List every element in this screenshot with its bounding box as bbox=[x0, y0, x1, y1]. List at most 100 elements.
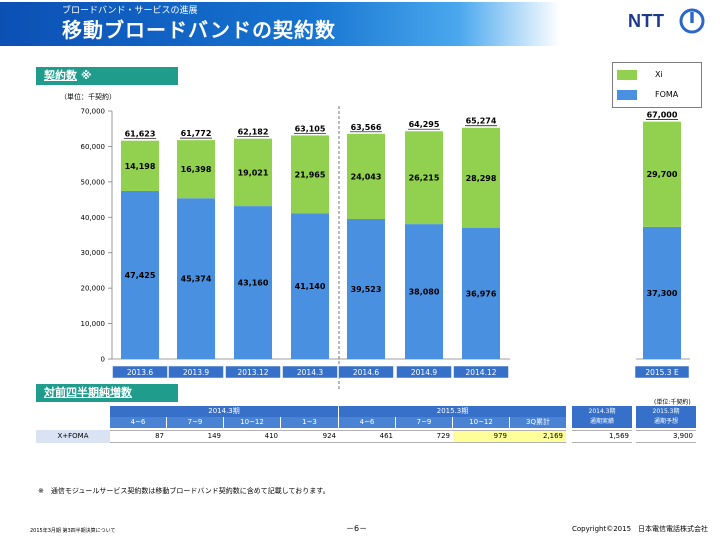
page-title: 移動ブロードバンドの契約数 bbox=[62, 18, 336, 42]
section-label-mark: ※ bbox=[80, 69, 92, 82]
table-cell: 87 bbox=[110, 430, 167, 443]
bar-xi bbox=[234, 138, 272, 207]
bar-foma bbox=[462, 227, 500, 359]
category-box bbox=[453, 365, 509, 379]
bar-xi bbox=[291, 135, 329, 214]
data-label-foma: 39,523 bbox=[351, 285, 382, 294]
data-label-xi: 24,043 bbox=[351, 172, 382, 181]
legend-swatch-foma bbox=[617, 90, 637, 100]
y-tick-label: 40,000 bbox=[81, 214, 106, 222]
data-label-foma: 45,374 bbox=[181, 275, 212, 284]
total-label: 64,295 bbox=[409, 120, 440, 129]
copyright: Copyright©2015 日本電信電話株式会社 bbox=[572, 525, 709, 533]
y-tick-label: 30,000 bbox=[81, 249, 106, 257]
table-quarter-header: 10~12 bbox=[224, 417, 280, 428]
data-label-xi: 21,965 bbox=[295, 170, 326, 179]
table-quarter-header: 1~3 bbox=[281, 417, 338, 428]
table-cell-highlight: 2,169 bbox=[510, 430, 566, 443]
category-box bbox=[112, 365, 168, 379]
table-unit-label: (単位:千契約) bbox=[654, 399, 691, 406]
category-label: 2013.9 bbox=[183, 368, 209, 377]
total-label: 62,182 bbox=[238, 128, 269, 137]
header: ブロードバンド・サービスの進展 移動ブロードバンドの契約数 NTT bbox=[0, 0, 720, 50]
ntt-logo-text: NTT bbox=[628, 11, 665, 31]
bar-foma bbox=[643, 226, 681, 359]
table-header-line2: 通期予想 bbox=[653, 418, 678, 425]
category-box bbox=[396, 365, 452, 379]
table-cell: 729 bbox=[396, 430, 453, 443]
section-label-net-increase: 対前四半期純増数 bbox=[36, 384, 178, 402]
category-box bbox=[168, 365, 224, 379]
table-cell: 410 bbox=[224, 430, 281, 443]
footnote: ※ 通信モジュールサービス契約数は移動ブロードバンド契約数に含めて記載しておりま… bbox=[38, 487, 330, 495]
table-quarter-header: 4~6 bbox=[339, 417, 395, 428]
table-cell: 461 bbox=[339, 430, 396, 443]
bar-xi bbox=[643, 121, 681, 227]
footer-doc-title: 2015年3月期 第3四半期決算について bbox=[30, 528, 116, 534]
unit-label: （単位：千契約） bbox=[60, 93, 116, 101]
stacked-bar-chart: 0 10,000 20,000 30,000 40,000 50,000 60,000 70,… bbox=[81, 106, 690, 390]
bar-foma bbox=[347, 218, 385, 359]
data-label-foma: 47,425 bbox=[125, 271, 156, 280]
table-header-fy2014-actual: 2014.3期 通期実績 bbox=[572, 406, 632, 428]
header-subtitle: ブロードバンド・サービスの進展 bbox=[62, 6, 198, 16]
bar-foma bbox=[405, 224, 443, 359]
bar-foma bbox=[121, 190, 159, 359]
data-label-xi: 26,215 bbox=[409, 174, 440, 183]
data-label-xi: 14,198 bbox=[125, 162, 156, 171]
bar-xi bbox=[121, 140, 159, 191]
data-label-foma: 43,160 bbox=[238, 279, 269, 288]
category-box bbox=[225, 365, 281, 379]
data-label-xi: 16,398 bbox=[181, 165, 212, 174]
y-tick-label: 70,000 bbox=[81, 108, 106, 116]
bar-foma bbox=[234, 206, 272, 359]
table-header-line1: 2015.3期 bbox=[652, 408, 680, 415]
data-label-xi: 29,700 bbox=[647, 170, 678, 179]
table-group-header-fy2014: 2014.3期 bbox=[110, 406, 338, 417]
bar-xi bbox=[177, 140, 215, 199]
header-band bbox=[0, 2, 560, 46]
bar-foma bbox=[177, 198, 215, 359]
category-box bbox=[282, 365, 338, 379]
legend-swatch-xi bbox=[617, 70, 637, 80]
category-box bbox=[634, 365, 690, 379]
data-label-xi: 19,021 bbox=[238, 168, 269, 177]
category-label: 2013.12 bbox=[237, 368, 268, 377]
section-label-contracts: 契約数 ※ bbox=[36, 67, 178, 85]
y-tick-label: 60,000 bbox=[81, 143, 106, 151]
total-label: 65,274 bbox=[466, 117, 497, 126]
category-label: 2013.6 bbox=[127, 368, 153, 377]
total-label: 61,772 bbox=[181, 129, 212, 138]
table-quarter-header: 3Q累計 bbox=[510, 417, 566, 428]
y-tick-label: 10,000 bbox=[81, 320, 106, 328]
chart-legend: Xi FOMA bbox=[612, 62, 702, 108]
table-header-line1: 2014.3期 bbox=[588, 408, 616, 415]
bar-foma bbox=[291, 213, 329, 359]
data-label-xi: 28,298 bbox=[466, 174, 497, 183]
table-quarter-header: 4~6 bbox=[110, 417, 166, 428]
legend-label-foma: FOMA bbox=[655, 90, 679, 99]
section-label-text: 対前四半期純増数 bbox=[44, 386, 132, 399]
table-cell: 3,900 bbox=[636, 430, 696, 443]
table-row-label: X+FOMA bbox=[36, 430, 110, 443]
data-label-foma: 36,976 bbox=[466, 289, 497, 298]
table-header-line2: 通期実績 bbox=[589, 418, 614, 425]
table-quarter-header: 10~12 bbox=[453, 417, 509, 428]
section-label-text: 契約数 bbox=[44, 69, 77, 82]
table-quarter-header: 7~9 bbox=[396, 417, 452, 428]
category-label: 2015.3 E bbox=[645, 368, 679, 377]
total-label: 63,566 bbox=[351, 123, 382, 132]
category-label: 2014.6 bbox=[353, 368, 379, 377]
bar-xi bbox=[462, 127, 500, 228]
bar-xi bbox=[347, 133, 385, 219]
data-label-foma: 37,300 bbox=[647, 289, 678, 298]
table-cell: 924 bbox=[281, 430, 339, 443]
data-label-foma: 41,140 bbox=[295, 282, 326, 291]
table-cell: 1,569 bbox=[572, 430, 632, 443]
y-tick-label: 50,000 bbox=[81, 178, 106, 186]
total-label: 61,623 bbox=[125, 130, 156, 139]
table-cell: 149 bbox=[167, 430, 224, 443]
table-group-header-fy2015: 2015.3期 bbox=[339, 406, 566, 417]
y-tick-label: 20,000 bbox=[81, 285, 106, 293]
bar-xi bbox=[405, 131, 443, 225]
